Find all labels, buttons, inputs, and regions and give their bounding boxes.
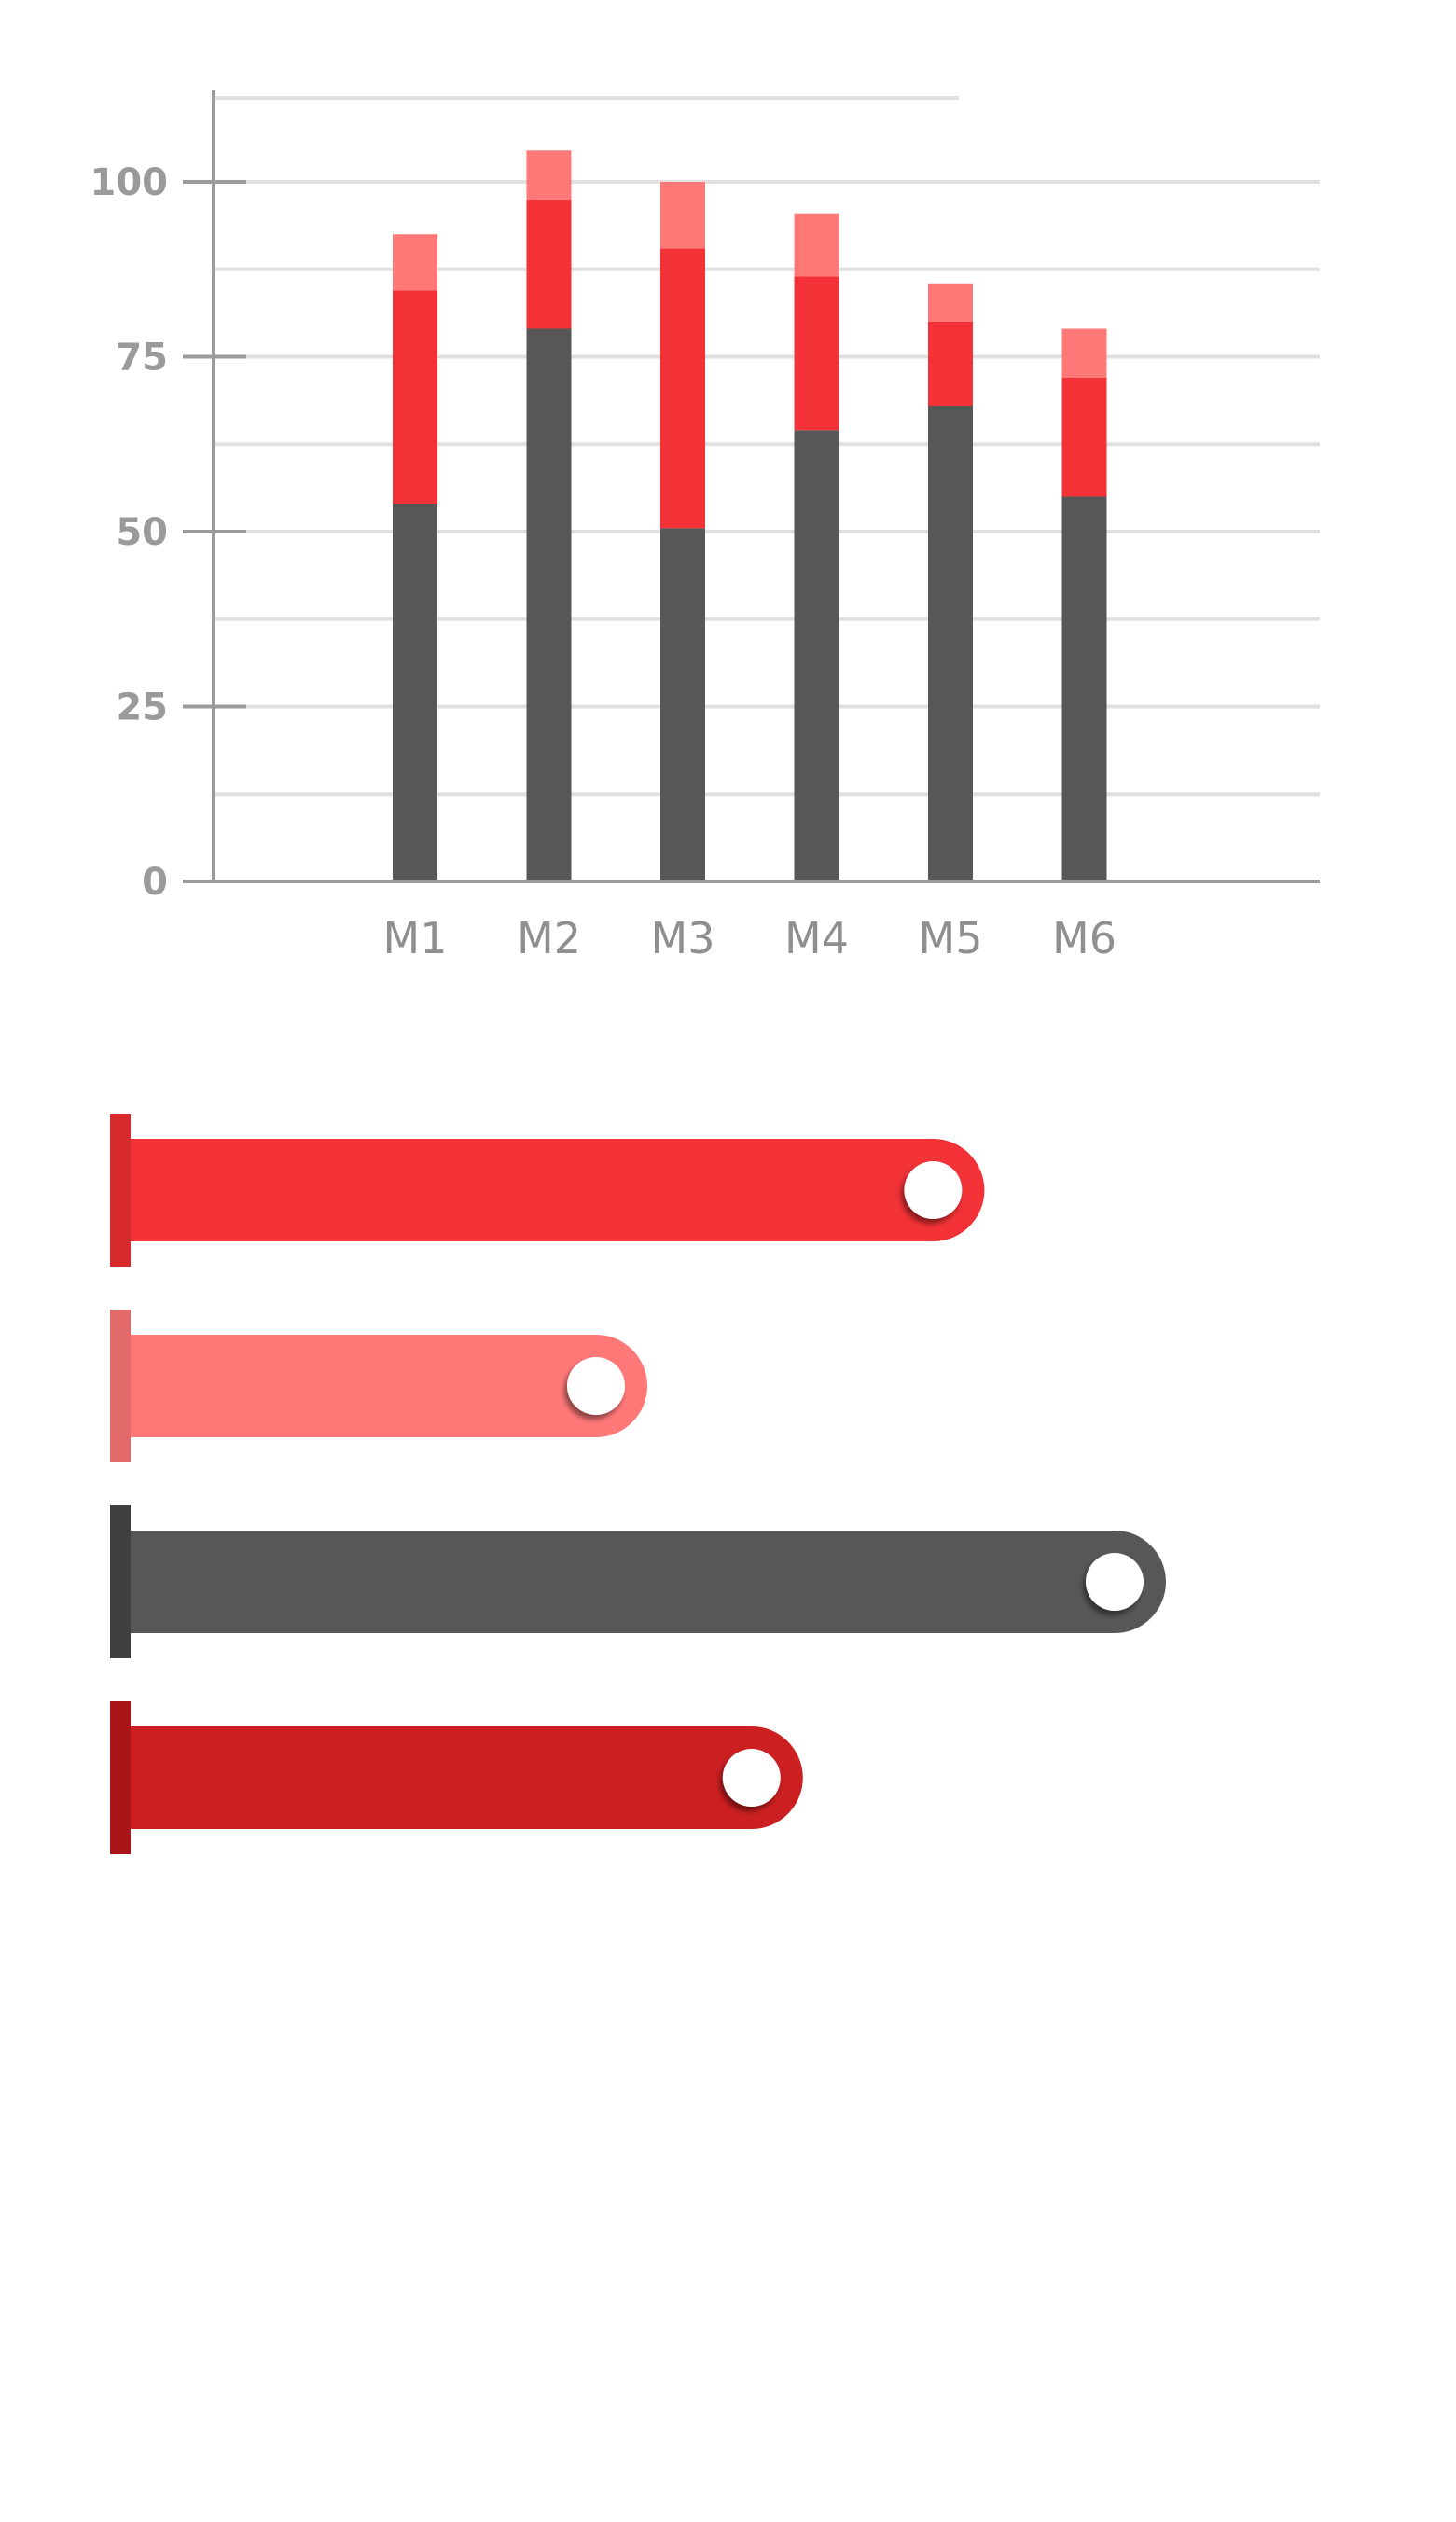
- bar-start-cap: [110, 1114, 131, 1267]
- bar-segment: [660, 182, 705, 249]
- y-tick-label: 25: [116, 686, 168, 729]
- bars: [393, 150, 1107, 881]
- bar-segment: [928, 406, 973, 881]
- bar-end-knob: [904, 1161, 963, 1219]
- horizontal-bar-row: [110, 1701, 803, 1854]
- bar-segment: [393, 504, 437, 881]
- bar-segment: [1061, 378, 1107, 497]
- bar-segment: [660, 528, 705, 881]
- y-tick-label: 100: [90, 161, 169, 204]
- bar-end-knob: [567, 1357, 625, 1415]
- bar-segment: [393, 234, 437, 291]
- bar-segment: [526, 199, 572, 329]
- horizontal-bar: [129, 1531, 1166, 1633]
- bar-segment: [794, 213, 839, 277]
- bar-start-cap: [110, 1310, 131, 1462]
- x-tick-label: M3: [651, 913, 715, 963]
- bar-segment: [1061, 496, 1107, 881]
- bar-start-cap: [110, 1701, 131, 1854]
- x-tick-label: M1: [383, 913, 448, 963]
- horizontal-bar-row: [110, 1114, 985, 1267]
- horizontal-bar: [129, 1139, 985, 1241]
- horizontal-bar: [129, 1335, 647, 1437]
- bar-end-knob: [722, 1749, 781, 1807]
- bar-segment: [928, 283, 973, 322]
- horizontal-bar: [129, 1726, 803, 1829]
- bar-segment: [526, 150, 572, 200]
- x-tick-label: M2: [517, 913, 581, 963]
- bar-segment: [794, 276, 839, 431]
- horizontal-bar-row: [110, 1310, 647, 1462]
- bar-segment: [526, 328, 572, 881]
- x-tick-label: M5: [919, 913, 983, 963]
- bar-start-cap: [110, 1505, 131, 1658]
- y-tick-label: 75: [116, 337, 168, 380]
- horizontal-bar-row: [110, 1505, 1166, 1658]
- x-tick-label: M4: [784, 913, 849, 963]
- bar-end-knob: [1086, 1553, 1144, 1611]
- bar-segment: [928, 322, 973, 406]
- bar-segment: [794, 430, 839, 881]
- y-tick-label: 0: [142, 861, 168, 904]
- bar-segment: [393, 290, 437, 504]
- gridlines: [214, 96, 1320, 797]
- x-tick-label: M6: [1052, 913, 1116, 963]
- y-tick-label: 50: [116, 511, 168, 554]
- stacked-bar-chart: M1 M2 M3 M4 M5 M6 0 25 50 75 100: [90, 90, 1320, 963]
- bar-segment: [660, 248, 705, 529]
- horizontal-bar-chart: [110, 1114, 1166, 1854]
- bar-segment: [1061, 328, 1107, 378]
